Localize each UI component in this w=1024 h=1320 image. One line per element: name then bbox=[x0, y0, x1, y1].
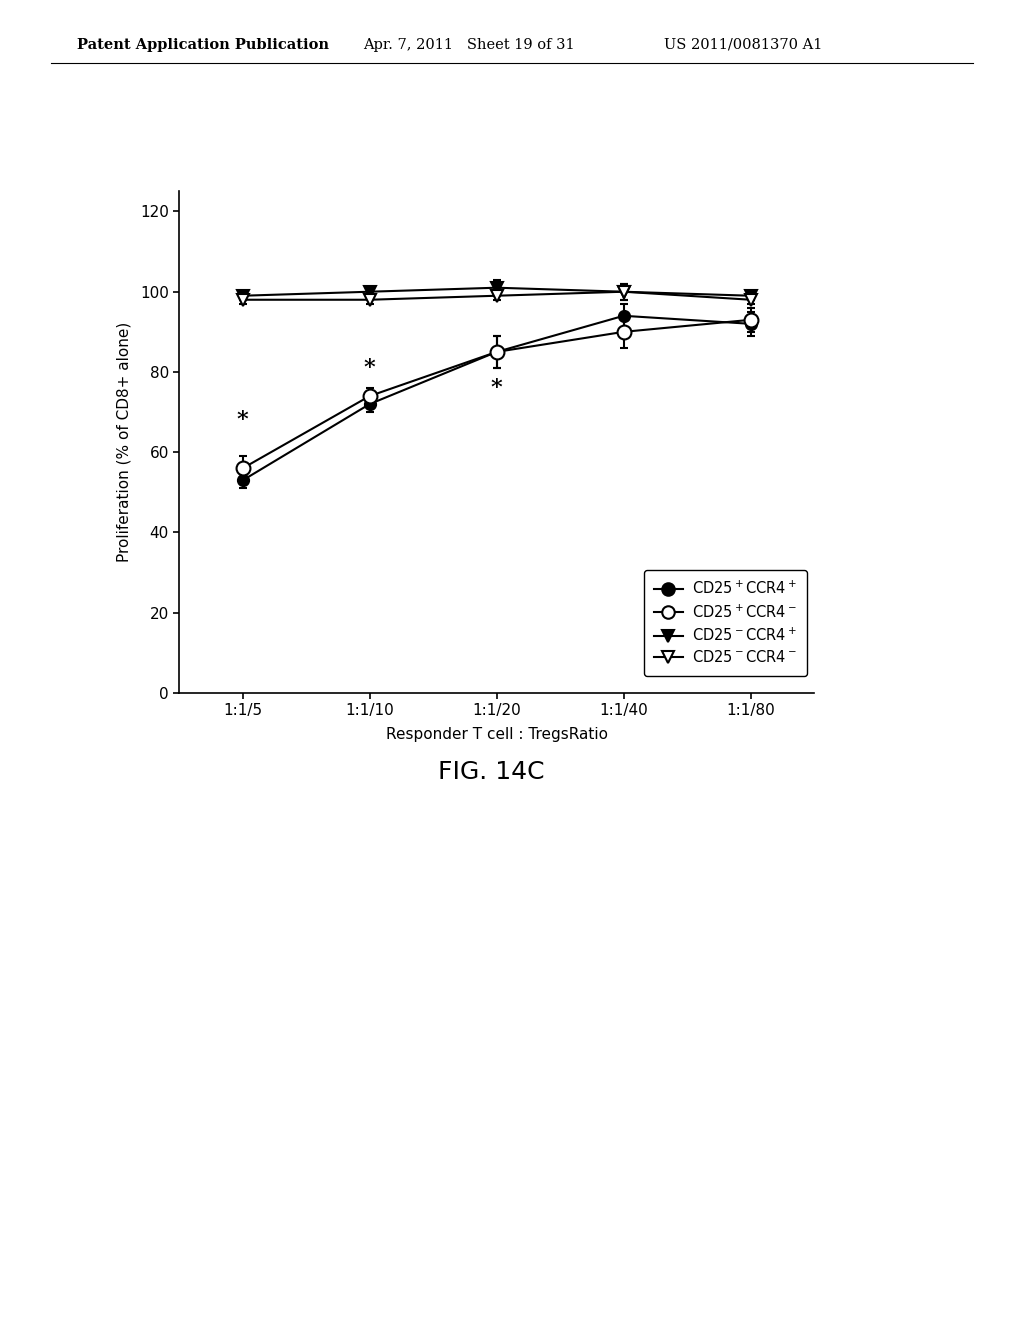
X-axis label: Responder T cell : TregsRatio: Responder T cell : TregsRatio bbox=[386, 727, 607, 742]
Text: Patent Application Publication: Patent Application Publication bbox=[77, 38, 329, 51]
Text: FIG. 14C: FIG. 14C bbox=[438, 760, 545, 784]
Text: *: * bbox=[364, 356, 376, 379]
Legend: CD25$^+$CCR4$^+$, CD25$^+$CCR4$^-$, CD25$^-$CCR4$^+$, CD25$^-$CCR4$^-$: CD25$^+$CCR4$^+$, CD25$^+$CCR4$^-$, CD25… bbox=[644, 570, 807, 676]
Text: *: * bbox=[490, 378, 503, 399]
Text: US 2011/0081370 A1: US 2011/0081370 A1 bbox=[664, 38, 822, 51]
Y-axis label: Proliferation (% of CD8+ alone): Proliferation (% of CD8+ alone) bbox=[117, 322, 131, 562]
Text: Apr. 7, 2011   Sheet 19 of 31: Apr. 7, 2011 Sheet 19 of 31 bbox=[364, 38, 575, 51]
Text: *: * bbox=[237, 409, 249, 432]
